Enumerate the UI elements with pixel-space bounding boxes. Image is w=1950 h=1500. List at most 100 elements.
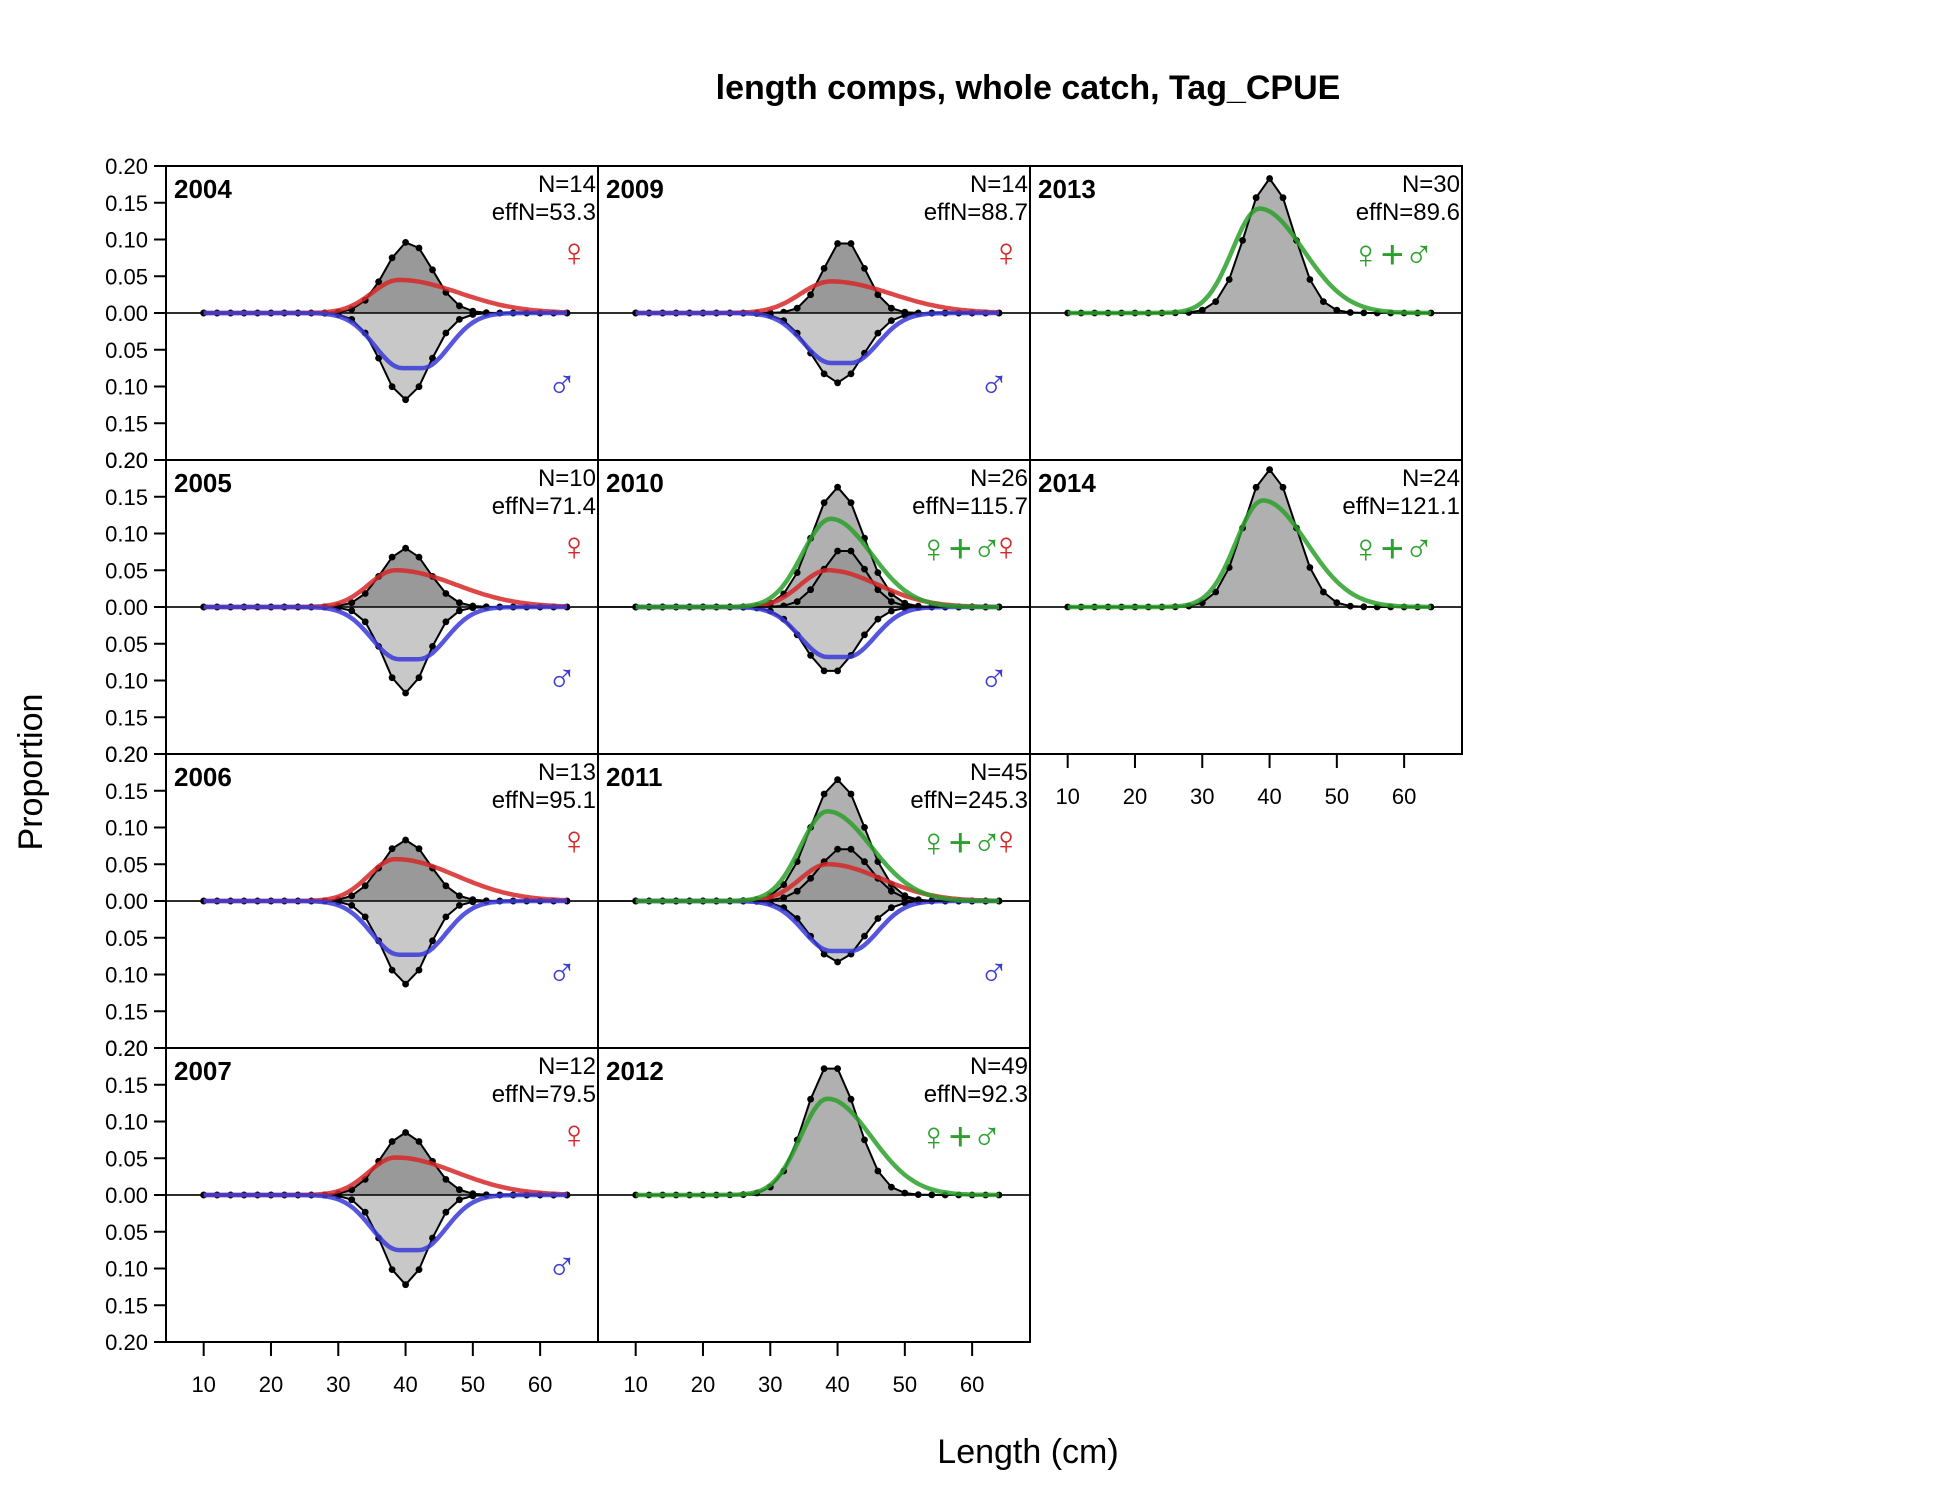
female-observed-point bbox=[834, 845, 841, 853]
female-observed-point bbox=[388, 254, 396, 262]
male-observed-point bbox=[415, 383, 423, 391]
female-observed-point bbox=[442, 882, 450, 890]
male-expected-line bbox=[203, 1192, 567, 1253]
male-observed-point bbox=[429, 354, 436, 362]
female-observed-point bbox=[793, 598, 801, 605]
male-observed-area bbox=[203, 901, 567, 985]
female-observed-point bbox=[820, 265, 828, 272]
female-observed-point bbox=[861, 565, 868, 573]
female-observed-area bbox=[635, 243, 999, 313]
female-symbol: ♀ bbox=[991, 525, 1021, 569]
male-observed-point bbox=[388, 383, 396, 391]
x-tick-label: 20 bbox=[259, 1372, 283, 1397]
female-observed-point bbox=[793, 304, 801, 312]
female-observed-point bbox=[415, 845, 423, 853]
y-tick-label: 0.20 bbox=[105, 448, 148, 473]
combined-symbol: ♀+♂ bbox=[1351, 527, 1434, 571]
female-observed-area bbox=[635, 849, 999, 901]
combined-observed-point bbox=[874, 1167, 882, 1175]
female-observed-point bbox=[348, 892, 356, 900]
y-tick-label: 0.20 bbox=[105, 1036, 148, 1061]
panel-effn-label: effN=115.7 bbox=[912, 493, 1028, 520]
female-observed-point bbox=[361, 590, 369, 597]
male-symbol: ♂ bbox=[979, 951, 1009, 995]
male-observed-point bbox=[388, 966, 396, 974]
female-observed-point bbox=[456, 302, 463, 310]
panel-year-label: 2006 bbox=[174, 762, 232, 792]
male-observed-point bbox=[415, 1266, 423, 1273]
panel-n-label: N=49 bbox=[970, 1053, 1028, 1080]
female-observed-point bbox=[847, 845, 855, 853]
male-observed-point bbox=[442, 1208, 450, 1216]
y-tick-label: 0.20 bbox=[105, 1036, 148, 1061]
y-tick-label: 0.10 bbox=[105, 522, 148, 547]
male-observed-point bbox=[361, 1208, 369, 1216]
panel-effn-label: effN=53.3 bbox=[492, 199, 596, 226]
combined-observed-point bbox=[888, 1183, 895, 1191]
male-observed-point bbox=[807, 652, 814, 659]
female-symbol: ♀ bbox=[559, 1113, 589, 1157]
female-observed-point bbox=[388, 845, 396, 853]
male-observed-point bbox=[888, 904, 895, 912]
male-observed-point bbox=[442, 329, 450, 337]
panel-year-label: 2005 bbox=[174, 468, 232, 498]
female-observed-point bbox=[834, 240, 841, 247]
y-tick-label: 0.10 bbox=[105, 963, 148, 988]
female-observed-area bbox=[203, 1132, 567, 1195]
female-observed-point bbox=[348, 599, 356, 607]
combined-observed-point bbox=[820, 790, 828, 798]
male-observed-point bbox=[415, 966, 423, 974]
male-observed-point bbox=[388, 1266, 396, 1273]
y-tick-label: 0.05 bbox=[105, 558, 148, 583]
male-observed-point bbox=[348, 607, 356, 615]
x-tick-label: 50 bbox=[1325, 784, 1349, 809]
combined-symbol: ♀+♂ bbox=[919, 527, 1002, 571]
combined-observed-point bbox=[820, 499, 828, 507]
x-tick-label: 40 bbox=[393, 1372, 417, 1397]
female-symbol: ♀ bbox=[559, 525, 589, 569]
y-tick-label: 0.05 bbox=[105, 852, 148, 877]
female-symbol: ♀ bbox=[991, 231, 1021, 275]
combined-expected-line bbox=[635, 809, 1000, 904]
female-observed-point bbox=[456, 892, 463, 900]
x-tick-label: 50 bbox=[893, 1372, 917, 1397]
panel-year-label: 2011 bbox=[606, 762, 662, 792]
male-observed-point bbox=[429, 643, 436, 650]
male-observed-area bbox=[635, 901, 999, 962]
x-tick-label: 20 bbox=[691, 1372, 715, 1397]
male-symbol: ♂ bbox=[547, 363, 577, 407]
panel-effn-label: effN=71.4 bbox=[492, 493, 596, 520]
panel-n-label: N=24 bbox=[1402, 465, 1460, 492]
male-observed-point bbox=[348, 902, 356, 909]
y-tick-label: 0.10 bbox=[105, 1257, 148, 1282]
combined-observed-point bbox=[1279, 194, 1287, 202]
panel-year-label: 2014 bbox=[1038, 468, 1096, 498]
combined-observed-point bbox=[847, 790, 855, 798]
female-observed-point bbox=[442, 590, 450, 597]
y-tick-label: 0.20 bbox=[105, 154, 148, 179]
combined-observed-point bbox=[1225, 276, 1233, 283]
panel-n-label: N=12 bbox=[538, 1053, 596, 1080]
panel-n-label: N=14 bbox=[538, 171, 596, 198]
female-observed-point bbox=[388, 553, 396, 561]
y-tick-label: 0.10 bbox=[105, 375, 148, 400]
male-observed-point bbox=[834, 958, 841, 966]
female-observed-point bbox=[456, 1186, 463, 1194]
male-observed-point bbox=[456, 902, 463, 909]
female-observed-point bbox=[807, 291, 814, 299]
male-observed-point bbox=[402, 980, 409, 988]
male-observed-point bbox=[442, 618, 450, 626]
panel-effn-label: effN=92.3 bbox=[924, 1081, 1028, 1108]
panel-n-label: N=30 bbox=[1402, 171, 1460, 198]
male-observed-point bbox=[456, 1196, 463, 1204]
female-observed-point bbox=[888, 304, 895, 312]
x-tick-label: 40 bbox=[825, 1372, 849, 1397]
female-observed-point bbox=[442, 1176, 450, 1183]
combined-observed-point bbox=[1212, 588, 1220, 596]
male-observed-point bbox=[456, 316, 463, 323]
female-observed-point bbox=[793, 887, 801, 895]
y-tick-label: 0.10 bbox=[105, 816, 148, 841]
panel-effn-label: effN=88.7 bbox=[924, 199, 1028, 226]
x-tick-label: 60 bbox=[1392, 784, 1416, 809]
